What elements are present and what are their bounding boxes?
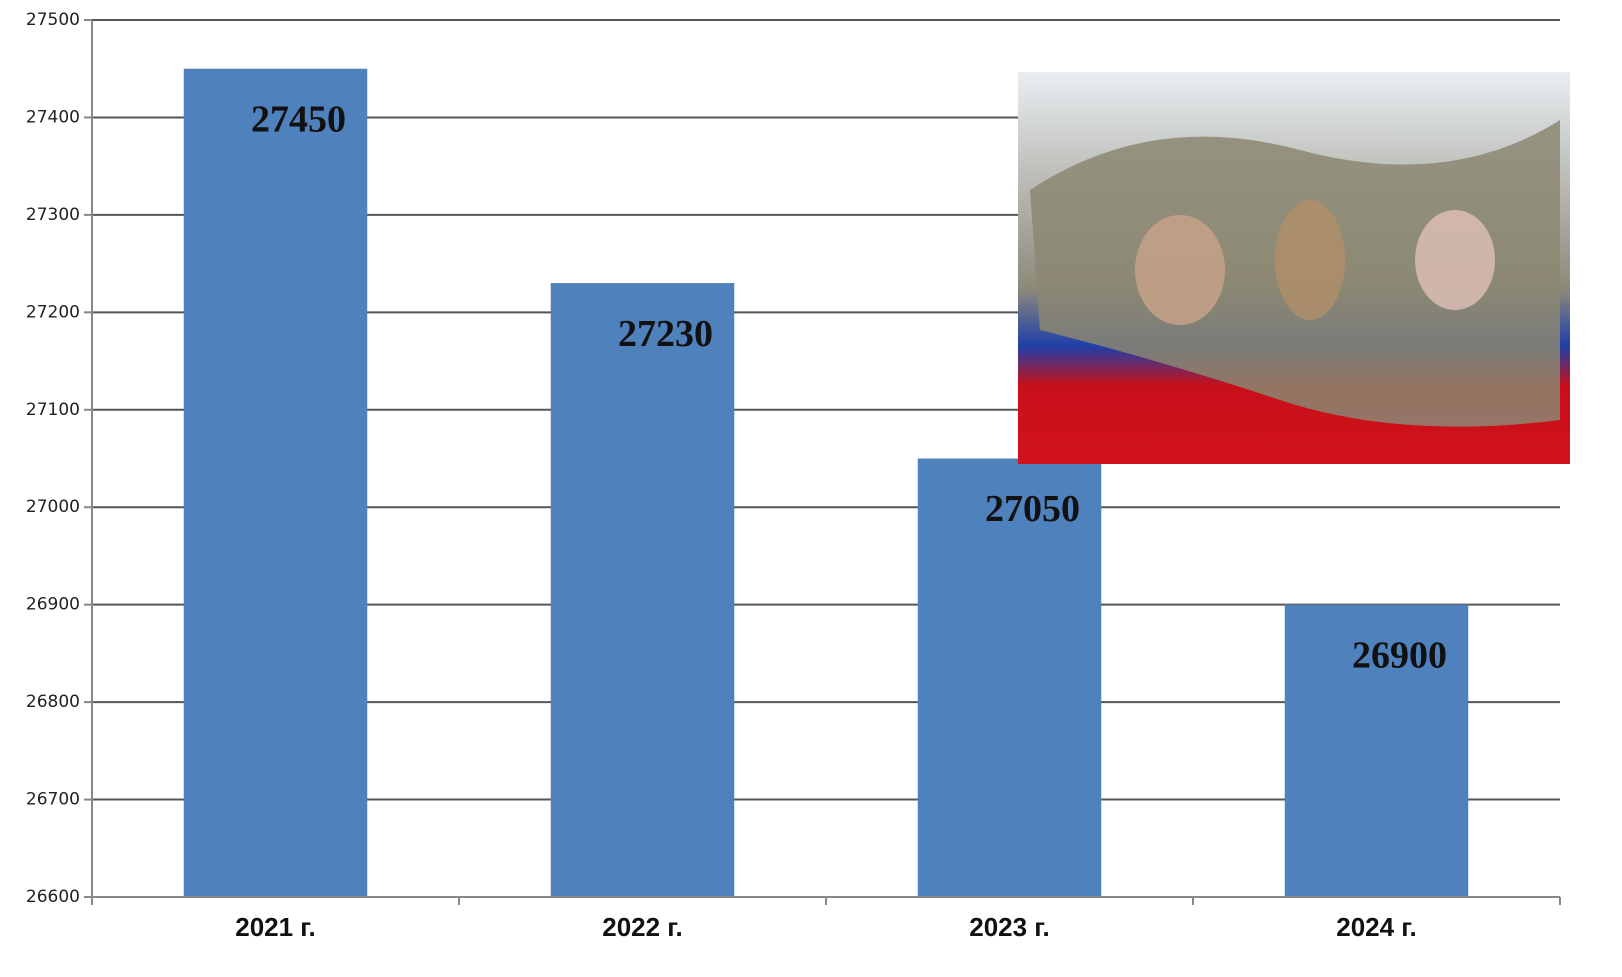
y-tick-label: 27200: [26, 302, 80, 322]
y-tick-label: 27000: [26, 497, 80, 517]
data-label: 27050: [985, 488, 1080, 530]
y-tick-label: 27300: [26, 205, 80, 225]
y-tick-label: 27500: [26, 10, 80, 30]
x-tick-label: 2024 г.: [1336, 912, 1417, 942]
bar: [551, 283, 735, 897]
y-tick-label: 26900: [26, 595, 80, 615]
y-tick-label: 26800: [26, 692, 80, 712]
y-tick-label: 26600: [26, 887, 80, 907]
y-tick-label: 26700: [26, 790, 80, 810]
chart: 26600 26700 26800 26900 27000 27100 27200 27300…: [0, 0, 1622, 977]
bar: [184, 69, 368, 897]
data-label: 27230: [618, 313, 713, 355]
data-label: 26900: [1352, 634, 1447, 676]
x-tick-label: 2021 г.: [235, 912, 316, 942]
y-tick-label: 27100: [26, 400, 80, 420]
decorative-photo: [1018, 72, 1570, 464]
x-tick-label: 2023 г.: [969, 912, 1050, 942]
data-label: 27450: [251, 98, 346, 140]
x-tick-label: 2022 г.: [602, 912, 683, 942]
y-tick-label: 27400: [26, 107, 80, 127]
